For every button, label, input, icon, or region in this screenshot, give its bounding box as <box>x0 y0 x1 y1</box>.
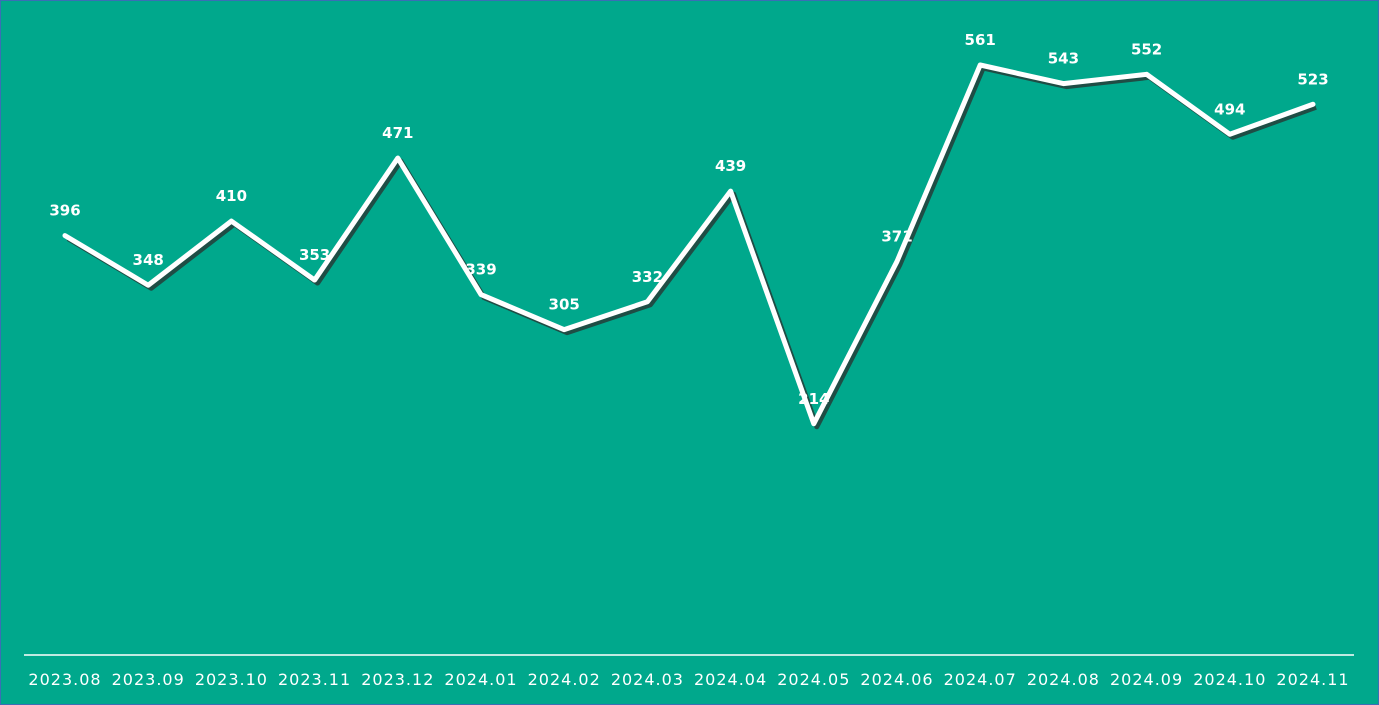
data-label: 396 <box>49 202 80 220</box>
data-label: 348 <box>133 251 164 269</box>
x-tick-label: 2024.02 <box>528 670 601 689</box>
line <box>62 62 1316 427</box>
data-label: 353 <box>299 246 330 264</box>
data-label: 523 <box>1297 70 1328 88</box>
data-label: 439 <box>715 157 746 175</box>
x-tick-label: 2023.09 <box>112 670 185 689</box>
x-tick-label: 2023.10 <box>195 670 268 689</box>
x-tick-label: 2023.12 <box>361 670 434 689</box>
x-tick-label: 2023.11 <box>278 670 351 689</box>
data-label: 552 <box>1131 40 1162 58</box>
data-label: 410 <box>216 187 247 205</box>
x-tick-label: 2024.11 <box>1276 670 1349 689</box>
data-label: 305 <box>549 296 580 314</box>
data-label: 332 <box>632 268 663 286</box>
x-tick-label: 2024.08 <box>1027 670 1100 689</box>
data-label: 339 <box>465 261 496 279</box>
x-tick-label: 2024.01 <box>444 670 517 689</box>
data-label: 371 <box>881 227 912 245</box>
x-tick-label: 2024.04 <box>694 670 767 689</box>
x-tick-label: 2024.06 <box>860 670 933 689</box>
x-tick-label: 2024.07 <box>944 670 1017 689</box>
x-tick-label: 2024.05 <box>777 670 850 689</box>
x-tick-label: 2023.08 <box>28 670 101 689</box>
x-tick-label: 2024.10 <box>1193 670 1266 689</box>
data-label: 214 <box>798 390 829 408</box>
x-tick-label: 2024.03 <box>611 670 684 689</box>
data-label: 561 <box>965 31 996 49</box>
data-label: 543 <box>1048 50 1079 68</box>
data-label: 471 <box>382 124 413 142</box>
data-label: 494 <box>1214 100 1245 118</box>
x-tick-label: 2024.09 <box>1110 670 1183 689</box>
